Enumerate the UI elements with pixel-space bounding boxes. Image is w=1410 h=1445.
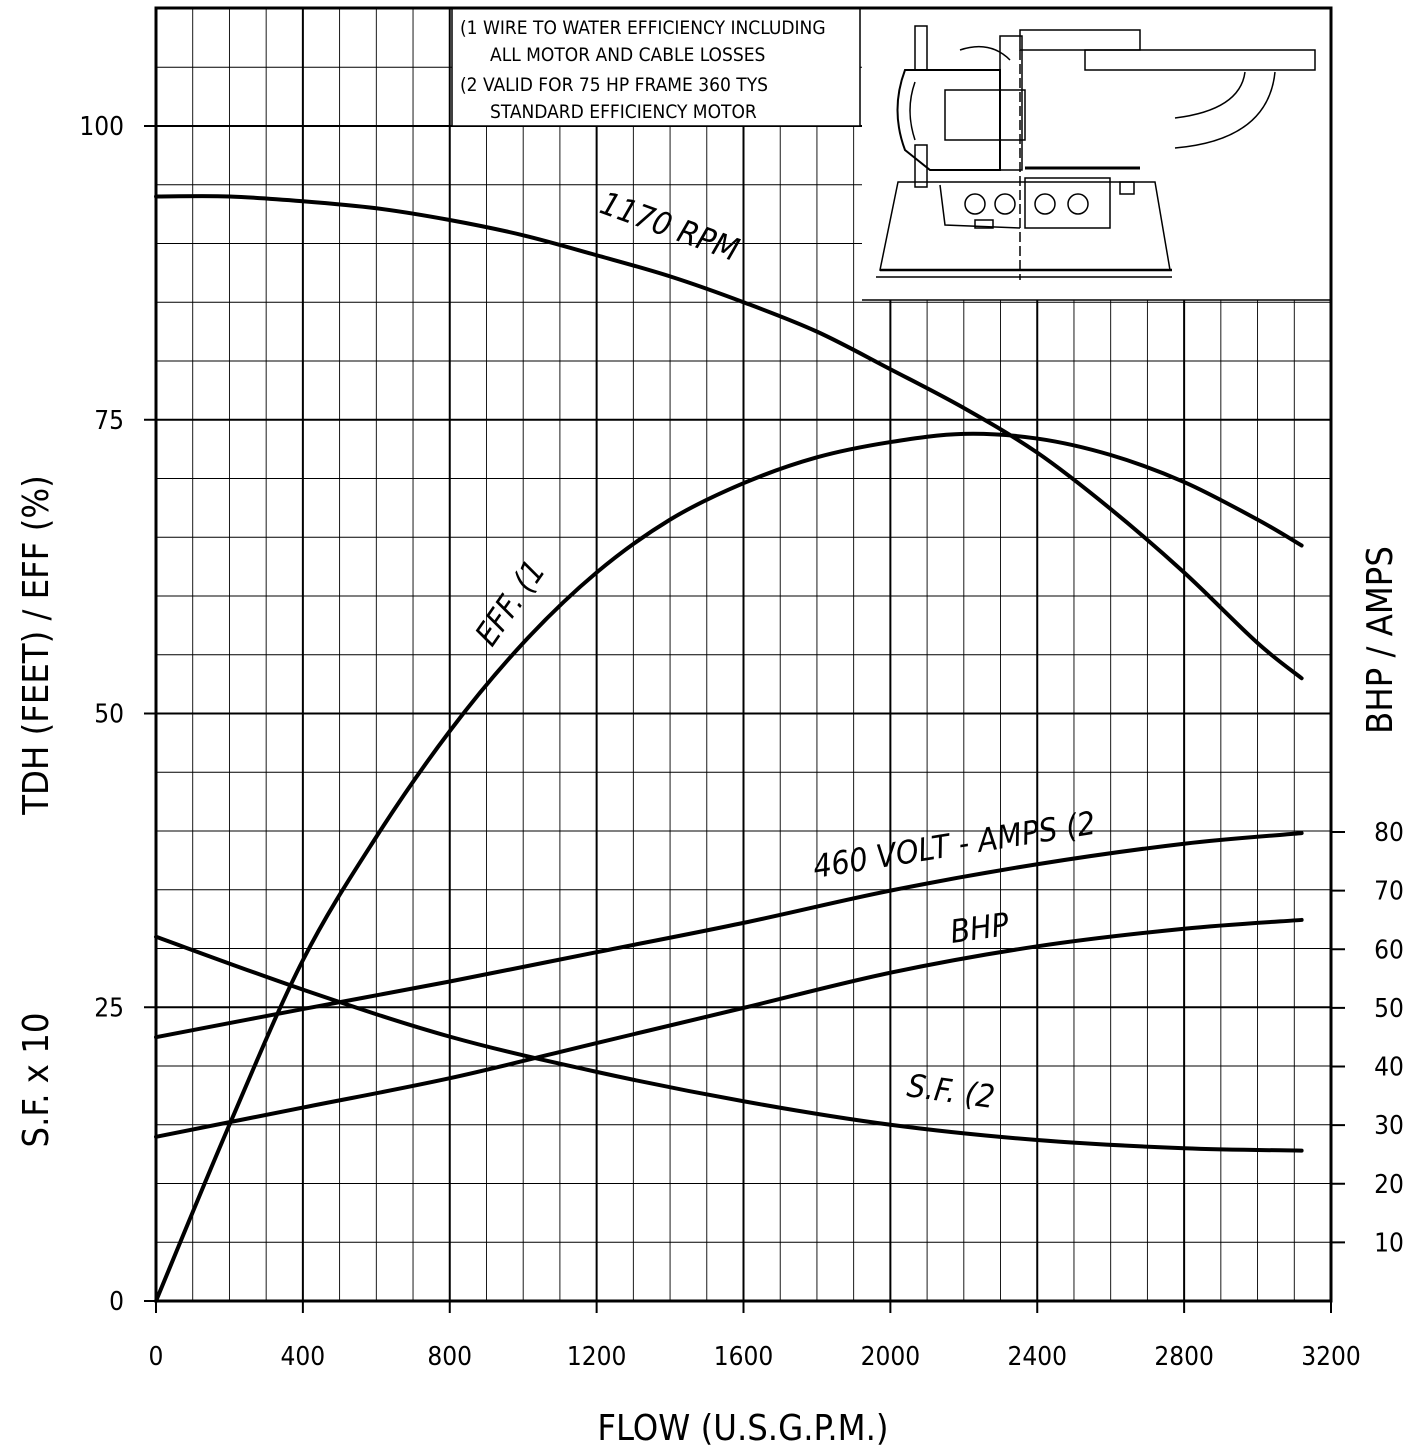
right-tick-label: 70 — [1374, 877, 1404, 907]
left-tick-label: 100 — [79, 112, 124, 142]
note-line-3: (2 VALID FOR 75 HP FRAME 360 TYS — [460, 74, 768, 96]
left-tick-label: 0 — [109, 1287, 124, 1317]
x-tick-label: 2800 — [1154, 1342, 1214, 1372]
left-axis-ticks: 0 25 50 75 100 — [79, 112, 156, 1317]
series-label-bhp: BHP — [948, 905, 1012, 951]
notes-box: (1 WIRE TO WATER EFFICIENCY INCLUDING AL… — [451, 7, 861, 127]
x-tick-label: 2400 — [1007, 1342, 1067, 1372]
x-tick-label: 0 — [149, 1342, 164, 1372]
note-line-1: (1 WIRE TO WATER EFFICIENCY INCLUDING — [460, 17, 826, 39]
efficiency-curve — [154, 431, 1304, 1303]
right-axis-ticks: 10 20 30 40 50 60 70 80 — [1331, 818, 1404, 1258]
x-tick-label: 800 — [427, 1342, 472, 1372]
curves — [154, 194, 1304, 1303]
right-tick-label: 80 — [1374, 818, 1404, 848]
series-label-sf: S.F. (2 — [905, 1066, 997, 1116]
right-tick-label: 50 — [1374, 994, 1404, 1024]
series-label-efficiency: EFF. (1 — [467, 553, 553, 653]
bhp-curve — [154, 917, 1304, 1139]
left-axis-title-top: TDH (FEET) / EFF (%) — [16, 475, 57, 816]
x-tick-label: 1600 — [714, 1342, 774, 1372]
amps-curve — [154, 831, 1304, 1040]
x-tick-label: 3200 — [1301, 1342, 1361, 1372]
right-tick-label: 20 — [1374, 1170, 1404, 1200]
right-axis-title: BHP / AMPS — [1360, 546, 1401, 734]
x-axis-ticks: 0 400 800 1200 1600 2000 2400 2800 3200 — [149, 1301, 1361, 1372]
left-axis-title-bottom: S.F. x 10 — [16, 1013, 57, 1148]
x-axis-title: FLOW (U.S.G.P.M.) — [597, 1408, 888, 1445]
pump-drawing — [862, 8, 1330, 301]
note-line-2: ALL MOTOR AND CABLE LOSSES — [490, 44, 765, 66]
right-tick-label: 40 — [1374, 1053, 1404, 1083]
left-tick-label: 25 — [94, 993, 124, 1023]
note-line-4: STANDARD EFFICIENCY MOTOR — [490, 101, 757, 123]
left-tick-label: 50 — [94, 700, 124, 730]
x-tick-label: 2000 — [861, 1342, 921, 1372]
service-factor-curve — [154, 934, 1304, 1153]
right-tick-label: 60 — [1374, 935, 1404, 965]
left-tick-label: 75 — [94, 406, 124, 436]
x-tick-label: 400 — [281, 1342, 326, 1372]
head-curve — [154, 194, 1304, 681]
x-tick-label: 1200 — [567, 1342, 627, 1372]
right-tick-label: 10 — [1374, 1228, 1404, 1258]
right-tick-label: 30 — [1374, 1111, 1404, 1141]
